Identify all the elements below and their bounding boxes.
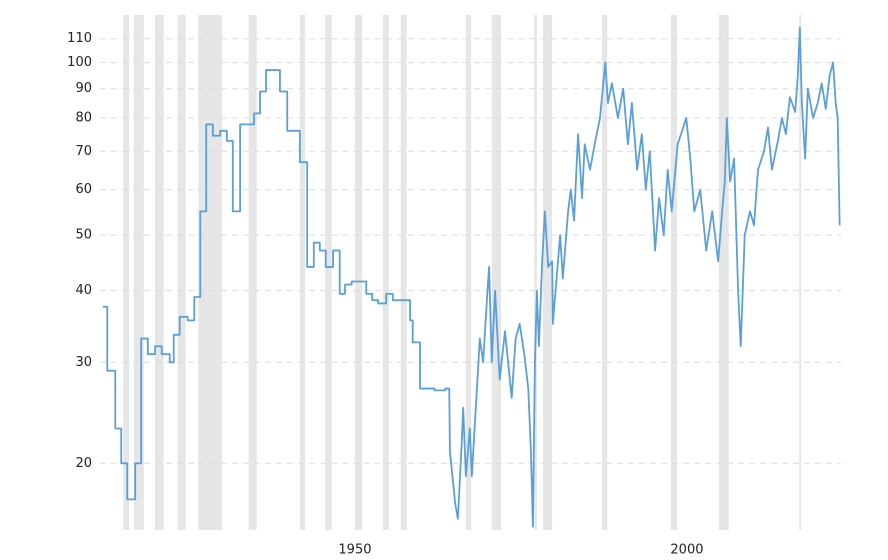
recession-band [133,15,144,530]
y-tick-label: 50 [75,228,92,243]
y-tick-label: 40 [75,283,92,298]
recession-band [177,15,186,530]
recession-band [491,15,502,530]
y-tick-label: 100 [67,55,92,70]
x-tick-label: 2000 [670,543,703,558]
y-tick-label: 20 [75,456,92,471]
recession-band [248,15,257,530]
price-line [102,26,841,528]
recession-band [601,15,608,530]
recession-band [299,15,306,530]
y-tick-label: 30 [75,355,92,370]
y-tick-label: 90 [75,81,92,96]
recession-band [198,15,223,530]
y-tick-label: 110 [67,31,92,46]
x-tick-label: 1950 [338,543,371,558]
recession-band [382,15,389,530]
recession-band [671,15,677,530]
recession-band [718,15,729,530]
recession-band [542,15,553,530]
recession-band [534,15,537,530]
recession-band [123,15,130,530]
recession-band [400,15,407,530]
recession-band [155,15,164,530]
recession-band [799,15,802,530]
recession-band [354,15,363,530]
recession-band [325,15,332,530]
y-tick-label: 60 [75,182,92,197]
y-tick-label: 70 [75,144,92,159]
y-tick-label: 80 [75,111,92,126]
recession-band [465,15,472,530]
